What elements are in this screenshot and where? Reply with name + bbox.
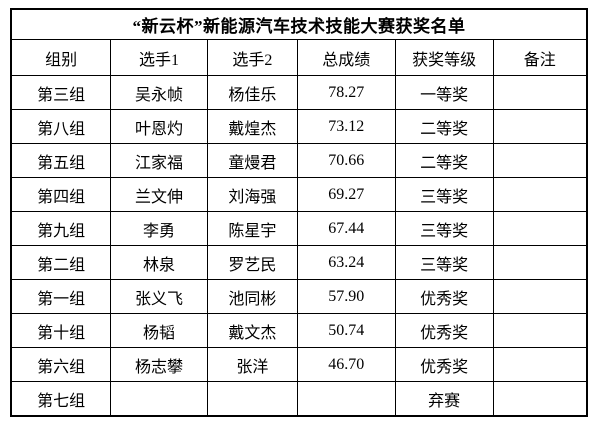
cell-award: 二等奖 bbox=[394, 143, 494, 178]
cell-score: 73.12 bbox=[296, 109, 396, 144]
col-header-score: 总成绩 bbox=[296, 39, 396, 76]
cell-player2: 戴文杰 bbox=[206, 313, 298, 348]
table-row: 第五组 江家福 童熳君 70.66 二等奖 bbox=[10, 143, 588, 178]
table-title-row: “新云杯”新能源汽车技术技能大赛获奖名单 bbox=[10, 8, 588, 40]
cell-score: 69.27 bbox=[296, 177, 396, 212]
cell-player1: 杨韬 bbox=[110, 313, 208, 348]
table-header-row: 组别 选手1 选手2 总成绩 获奖等级 备注 bbox=[10, 39, 588, 76]
cell-note bbox=[492, 313, 588, 348]
cell-note bbox=[492, 143, 588, 178]
cell-note bbox=[492, 245, 588, 280]
cell-group: 第七组 bbox=[10, 381, 112, 417]
col-header-player1: 选手1 bbox=[110, 39, 208, 76]
cell-score: 57.90 bbox=[296, 279, 396, 314]
cell-note bbox=[492, 381, 588, 417]
cell-group: 第五组 bbox=[10, 143, 112, 178]
award-results-table: “新云杯”新能源汽车技术技能大赛获奖名单 组别 选手1 选手2 总成绩 获奖等级… bbox=[10, 8, 588, 417]
col-header-player2: 选手2 bbox=[206, 39, 298, 76]
col-header-group: 组别 bbox=[10, 39, 112, 76]
cell-player2: 罗艺民 bbox=[206, 245, 298, 280]
cell-group: 第二组 bbox=[10, 245, 112, 280]
table-row: 第十组 杨韬 戴文杰 50.74 优秀奖 bbox=[10, 313, 588, 348]
cell-score: 70.66 bbox=[296, 143, 396, 178]
cell-award: 弃赛 bbox=[394, 381, 494, 417]
table-row: 第四组 兰文伸 刘海强 69.27 三等奖 bbox=[10, 177, 588, 212]
cell-player2: 杨佳乐 bbox=[206, 75, 298, 110]
cell-score: 63.24 bbox=[296, 245, 396, 280]
cell-award: 一等奖 bbox=[394, 75, 494, 110]
cell-player1: 张义飞 bbox=[110, 279, 208, 314]
cell-player2: 张洋 bbox=[206, 347, 298, 382]
cell-group: 第一组 bbox=[10, 279, 112, 314]
cell-group: 第九组 bbox=[10, 211, 112, 246]
table-row: 第六组 杨志攀 张洋 46.70 优秀奖 bbox=[10, 347, 588, 382]
cell-player2: 陈星宇 bbox=[206, 211, 298, 246]
table-row: 第九组 李勇 陈星宇 67.44 三等奖 bbox=[10, 211, 588, 246]
cell-player2: 池同彬 bbox=[206, 279, 298, 314]
cell-player1: 吴永帧 bbox=[110, 75, 208, 110]
cell-award: 优秀奖 bbox=[394, 279, 494, 314]
cell-player2: 戴煌杰 bbox=[206, 109, 298, 144]
cell-award: 优秀奖 bbox=[394, 347, 494, 382]
cell-group: 第六组 bbox=[10, 347, 112, 382]
table-title: “新云杯”新能源汽车技术技能大赛获奖名单 bbox=[10, 8, 588, 40]
cell-group: 第八组 bbox=[10, 109, 112, 144]
cell-group: 第三组 bbox=[10, 75, 112, 110]
cell-player2 bbox=[206, 381, 298, 417]
cell-player1: 兰文伸 bbox=[110, 177, 208, 212]
cell-note bbox=[492, 177, 588, 212]
cell-player2: 刘海强 bbox=[206, 177, 298, 212]
col-header-note: 备注 bbox=[492, 39, 588, 76]
cell-note bbox=[492, 211, 588, 246]
table-row: 第三组 吴永帧 杨佳乐 78.27 一等奖 bbox=[10, 75, 588, 110]
cell-group: 第十组 bbox=[10, 313, 112, 348]
table-row: 第一组 张义飞 池同彬 57.90 优秀奖 bbox=[10, 279, 588, 314]
cell-player1 bbox=[110, 381, 208, 417]
table-row: 第二组 林泉 罗艺民 63.24 三等奖 bbox=[10, 245, 588, 280]
cell-award: 三等奖 bbox=[394, 177, 494, 212]
cell-player1: 李勇 bbox=[110, 211, 208, 246]
cell-player1: 叶恩灼 bbox=[110, 109, 208, 144]
cell-award: 二等奖 bbox=[394, 109, 494, 144]
cell-award: 优秀奖 bbox=[394, 313, 494, 348]
cell-score: 78.27 bbox=[296, 75, 396, 110]
table-row: 第八组 叶恩灼 戴煌杰 73.12 二等奖 bbox=[10, 109, 588, 144]
cell-score: 67.44 bbox=[296, 211, 396, 246]
cell-note bbox=[492, 279, 588, 314]
cell-award: 三等奖 bbox=[394, 245, 494, 280]
table-row: 第七组 弃赛 bbox=[10, 381, 588, 417]
cell-score: 50.74 bbox=[296, 313, 396, 348]
col-header-award: 获奖等级 bbox=[394, 39, 494, 76]
cell-group: 第四组 bbox=[10, 177, 112, 212]
cell-note bbox=[492, 347, 588, 382]
cell-note bbox=[492, 75, 588, 110]
cell-note bbox=[492, 109, 588, 144]
cell-award: 三等奖 bbox=[394, 211, 494, 246]
cell-score: 46.70 bbox=[296, 347, 396, 382]
cell-player1: 江家福 bbox=[110, 143, 208, 178]
cell-score bbox=[296, 381, 396, 417]
cell-player2: 童熳君 bbox=[206, 143, 298, 178]
cell-player1: 林泉 bbox=[110, 245, 208, 280]
cell-player1: 杨志攀 bbox=[110, 347, 208, 382]
